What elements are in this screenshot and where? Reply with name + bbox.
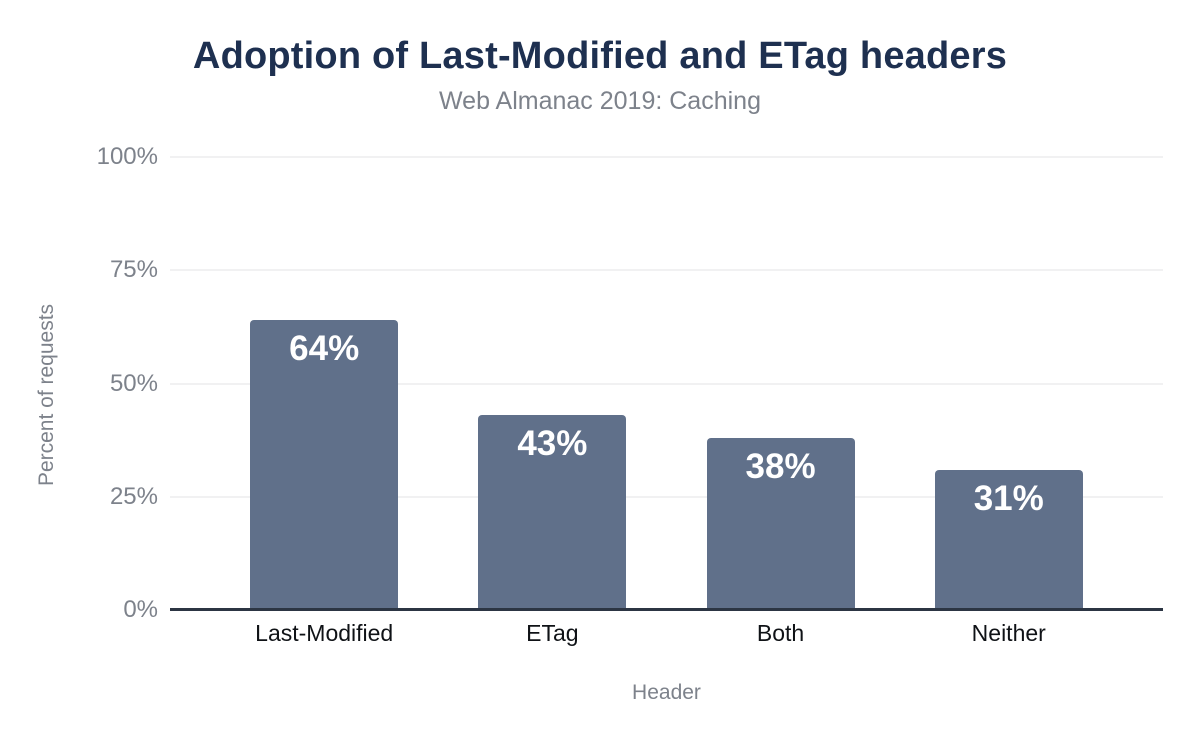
x-axis-line: [170, 608, 1163, 611]
bar-both: 38% Both: [706, 437, 855, 646]
chart-subtitle: Web Almanac 2019: Caching: [439, 87, 761, 115]
x-category-label: Last-Modified: [255, 620, 394, 646]
y-axis-ticks: 0% 25% 50% 75% 100%: [0, 143, 158, 623]
bar-neither: 31% Neither: [934, 469, 1083, 646]
x-category-label: Neither: [971, 620, 1046, 646]
y-tick-label: 0%: [123, 596, 158, 623]
plot-area: 64% Last-Modified 43% ETag 38% Both 31% Neither: [170, 156, 1163, 646]
x-category-label: ETag: [526, 620, 579, 646]
x-category-label: Both: [756, 620, 805, 646]
bar-value-label: 31%: [973, 478, 1044, 518]
gridline: [170, 382, 1163, 385]
bar-last-modified: 64% Last-Modified: [250, 320, 399, 646]
bar-value-label: 43%: [517, 424, 588, 464]
y-tick-label: 25%: [109, 482, 158, 510]
bar-etag: 43% ETag: [478, 415, 627, 646]
gridline: [170, 156, 1163, 158]
bar-value-label: 64%: [289, 329, 360, 369]
gridline: [170, 495, 1163, 498]
bar-value-label: 38%: [745, 446, 816, 486]
chart-title: Adoption of Last-Modified and ETag heade…: [192, 35, 1008, 77]
y-tick-label: 75%: [109, 256, 158, 284]
bars-container: 64% Last-Modified 43% ETag 38% Both 31% Neither: [170, 157, 1163, 646]
y-tick-label: 50%: [109, 369, 158, 397]
y-tick-label: 100%: [96, 143, 158, 170]
x-axis-title: Header: [632, 681, 701, 704]
gridline: [170, 269, 1163, 272]
